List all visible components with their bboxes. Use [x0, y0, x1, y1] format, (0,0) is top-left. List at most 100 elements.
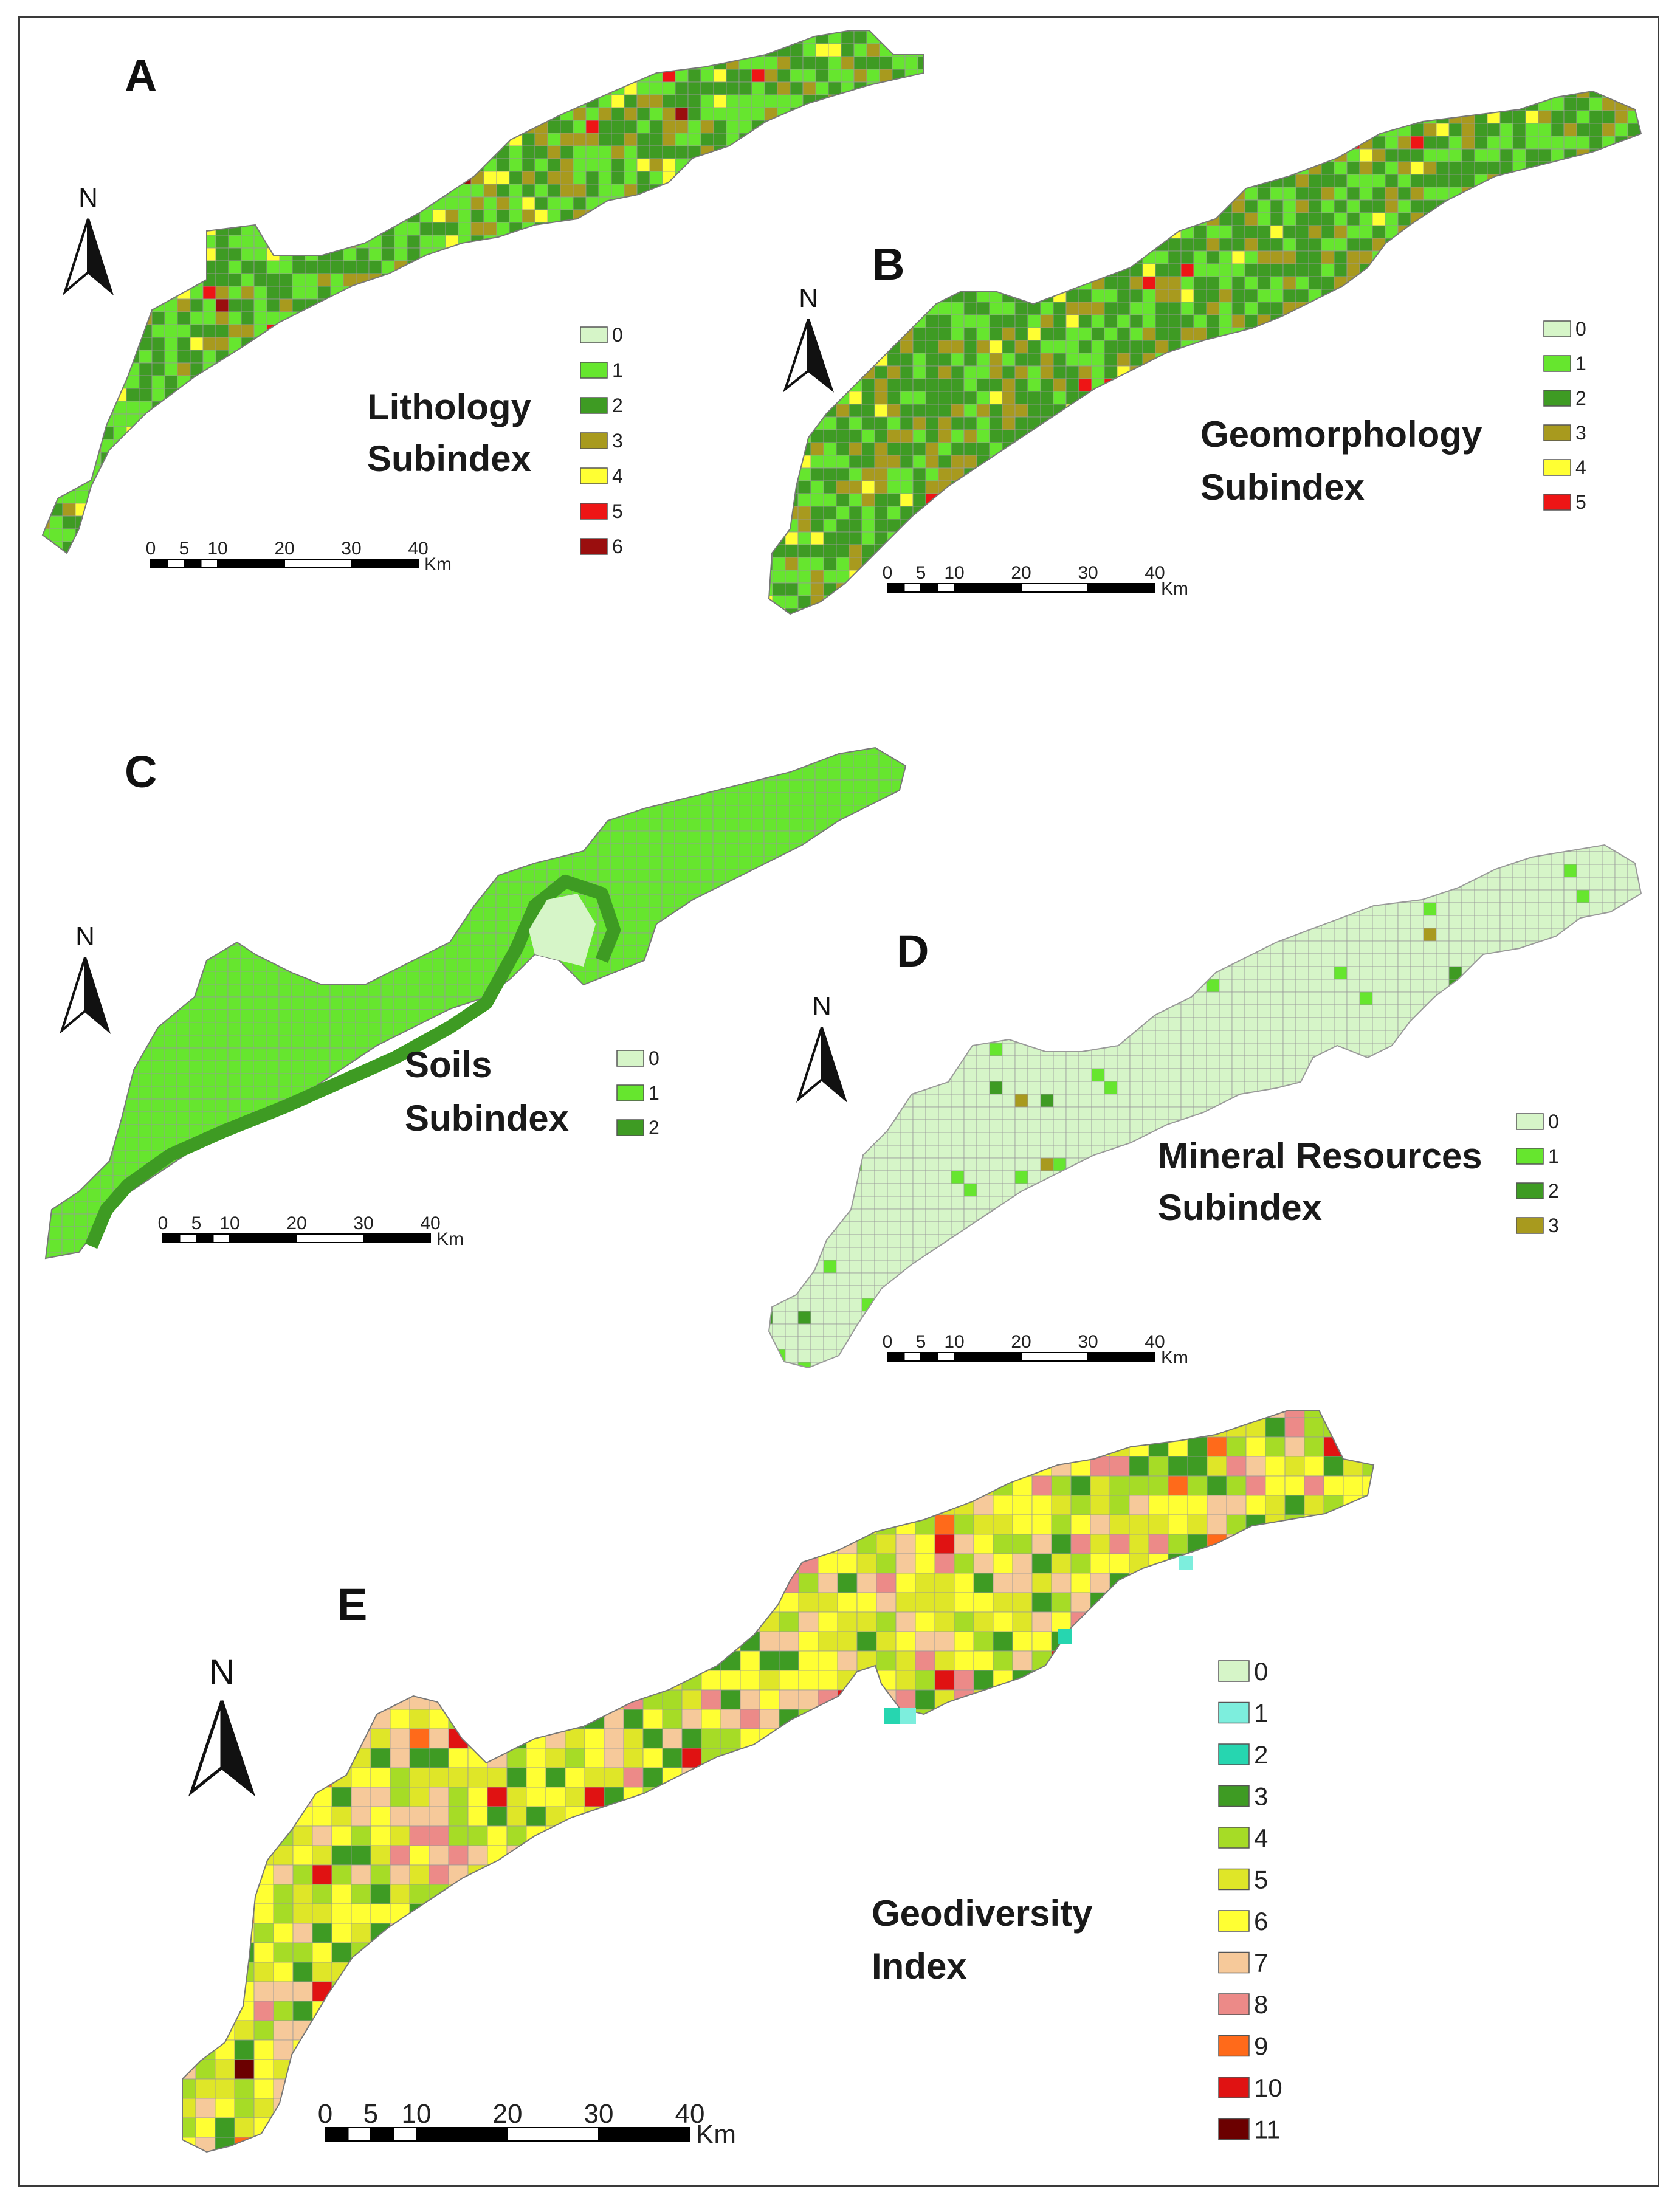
legend-swatch	[1218, 1910, 1250, 1932]
legend-swatch	[580, 432, 608, 449]
legend-label: 8	[1254, 1990, 1268, 2019]
map-title-line-1: Geomorphology	[1200, 414, 1482, 455]
legend-swatch	[1218, 2118, 1250, 2140]
legend-swatch	[580, 467, 608, 484]
legend-item: 0	[580, 324, 623, 346]
legend-label: 1	[1254, 1699, 1268, 1728]
map-title-line-2: Subindex	[367, 438, 531, 479]
legend-item: 5	[580, 500, 623, 522]
scale-tick-label: 10	[402, 2099, 432, 2129]
scale-tick-label: 40	[1145, 563, 1165, 583]
north-arrow-b: N	[783, 283, 834, 393]
scale-tick-label: 5	[916, 1332, 926, 1352]
legend-item: 3	[580, 430, 623, 452]
legend-swatch	[1543, 424, 1571, 441]
scale-tick-label: 10	[944, 1332, 964, 1352]
legend-label: 10	[1254, 2073, 1282, 2102]
map-title-a: Lithology Subindex	[367, 387, 532, 479]
legend-label: 6	[612, 536, 623, 557]
scale-tick-label: 5	[916, 563, 926, 583]
scale-tick-label: 10	[207, 539, 227, 559]
legend-item: 2	[1516, 1180, 1559, 1202]
legend-item: 6	[1218, 1907, 1268, 1935]
scale-tick-label: 5	[179, 539, 190, 559]
panel-letter-d: D	[897, 926, 929, 976]
map-title-line-1: Lithology	[367, 387, 532, 427]
panel-e: E N Geodiversity Index 0 1 2 3 4 5 6 7 8 9 10 11 0 5…	[182, 1410, 1375, 2153]
legend-swatch	[580, 362, 608, 379]
map-title-line-1: Soils	[405, 1044, 492, 1085]
scale-tick-label: 0	[146, 539, 156, 559]
legend-swatch	[1218, 2077, 1250, 2098]
legend-item: 0	[1516, 1111, 1559, 1132]
legend-label: 1	[1548, 1145, 1559, 1167]
legend-swatch	[1218, 1660, 1250, 1682]
legend-item: 1	[1516, 1145, 1559, 1167]
legend-swatch	[1218, 1701, 1250, 1724]
scale-tick-label: 0	[883, 563, 893, 583]
scale-tick-label: 5	[363, 2099, 378, 2129]
legend-label: 4	[1575, 457, 1586, 478]
legend-item: 2	[580, 395, 623, 416]
north-arrow-label: N	[812, 991, 831, 1021]
legend-label: 1	[649, 1082, 659, 1104]
scale-tick-label: 40	[1145, 1332, 1165, 1352]
legend-item: 1	[1543, 353, 1586, 374]
panel-letter-a: A	[125, 50, 157, 101]
legend-label: 5	[1254, 1866, 1268, 1894]
legend-label: 1	[612, 359, 623, 381]
legend-swatch	[1516, 1217, 1544, 1234]
scale-tick-label: 20	[493, 2099, 523, 2129]
legend-item: 5	[1218, 1866, 1268, 1894]
panel-d: D N Mineral Resources Subindex 0 1 2 3 0 5 10…	[768, 844, 1642, 1369]
north-arrow-label: N	[78, 183, 98, 213]
legend-label: 3	[612, 430, 623, 452]
scale-tick-label: 30	[584, 2099, 614, 2129]
map-title-c: Soils Subindex	[405, 1044, 569, 1139]
legend-label: 2	[1548, 1180, 1559, 1202]
legend-item: 7	[1218, 1949, 1268, 1977]
legend-swatch	[1543, 355, 1571, 372]
legend-swatch	[616, 1084, 644, 1101]
legend-item: 10	[1218, 2073, 1282, 2102]
map-title-line-2: Index	[872, 1946, 967, 1987]
legend-swatch	[616, 1050, 644, 1067]
legend-label: 5	[612, 500, 623, 522]
scale-unit-label: Km	[436, 1229, 464, 1249]
legend-e: 0 1 2 3 4 5 6 7 8 9 10 11	[1218, 1657, 1282, 2144]
legend-swatch	[1516, 1148, 1544, 1165]
scale-tick-label: 0	[318, 2099, 332, 2129]
legend-label: 3	[1254, 1782, 1268, 1811]
map-title-line-1: Mineral Resources	[1158, 1136, 1482, 1176]
legend-item: 2	[1218, 1740, 1268, 1769]
scale-unit-label: Km	[424, 554, 452, 574]
legend-item: 3	[1543, 422, 1586, 444]
panel-letter-b: B	[872, 239, 904, 289]
legend-swatch	[1516, 1113, 1544, 1130]
legend-swatch	[1218, 1868, 1250, 1891]
legend-item: 6	[580, 536, 623, 557]
legend-swatch	[1516, 1182, 1544, 1199]
scale-tick-label: 40	[420, 1213, 440, 1233]
legend-item: 1	[580, 359, 623, 381]
legend-item: 1	[1218, 1699, 1268, 1728]
legend-label: 2	[612, 395, 623, 416]
legend-swatch	[616, 1119, 644, 1136]
legend-label: 2	[649, 1117, 659, 1139]
legend-label: 2	[1254, 1740, 1268, 1769]
legend-b: 0 1 2 3 4 5	[1543, 318, 1586, 513]
scale-tick-label: 40	[675, 2099, 705, 2129]
geodiversity-map	[182, 1410, 1374, 2152]
legend-swatch	[1218, 1785, 1250, 1807]
map-title-e: Geodiversity Index	[872, 1893, 1093, 1987]
legend-item: 0	[1543, 318, 1586, 340]
legend-item: 4	[1543, 457, 1586, 478]
scale-unit-label: Km	[1161, 1348, 1188, 1368]
map-title-b: Geomorphology Subindex	[1200, 414, 1482, 508]
scale-tick-label: 40	[408, 539, 428, 559]
legend-item: 5	[1543, 491, 1586, 513]
legend-label: 3	[1575, 422, 1586, 444]
